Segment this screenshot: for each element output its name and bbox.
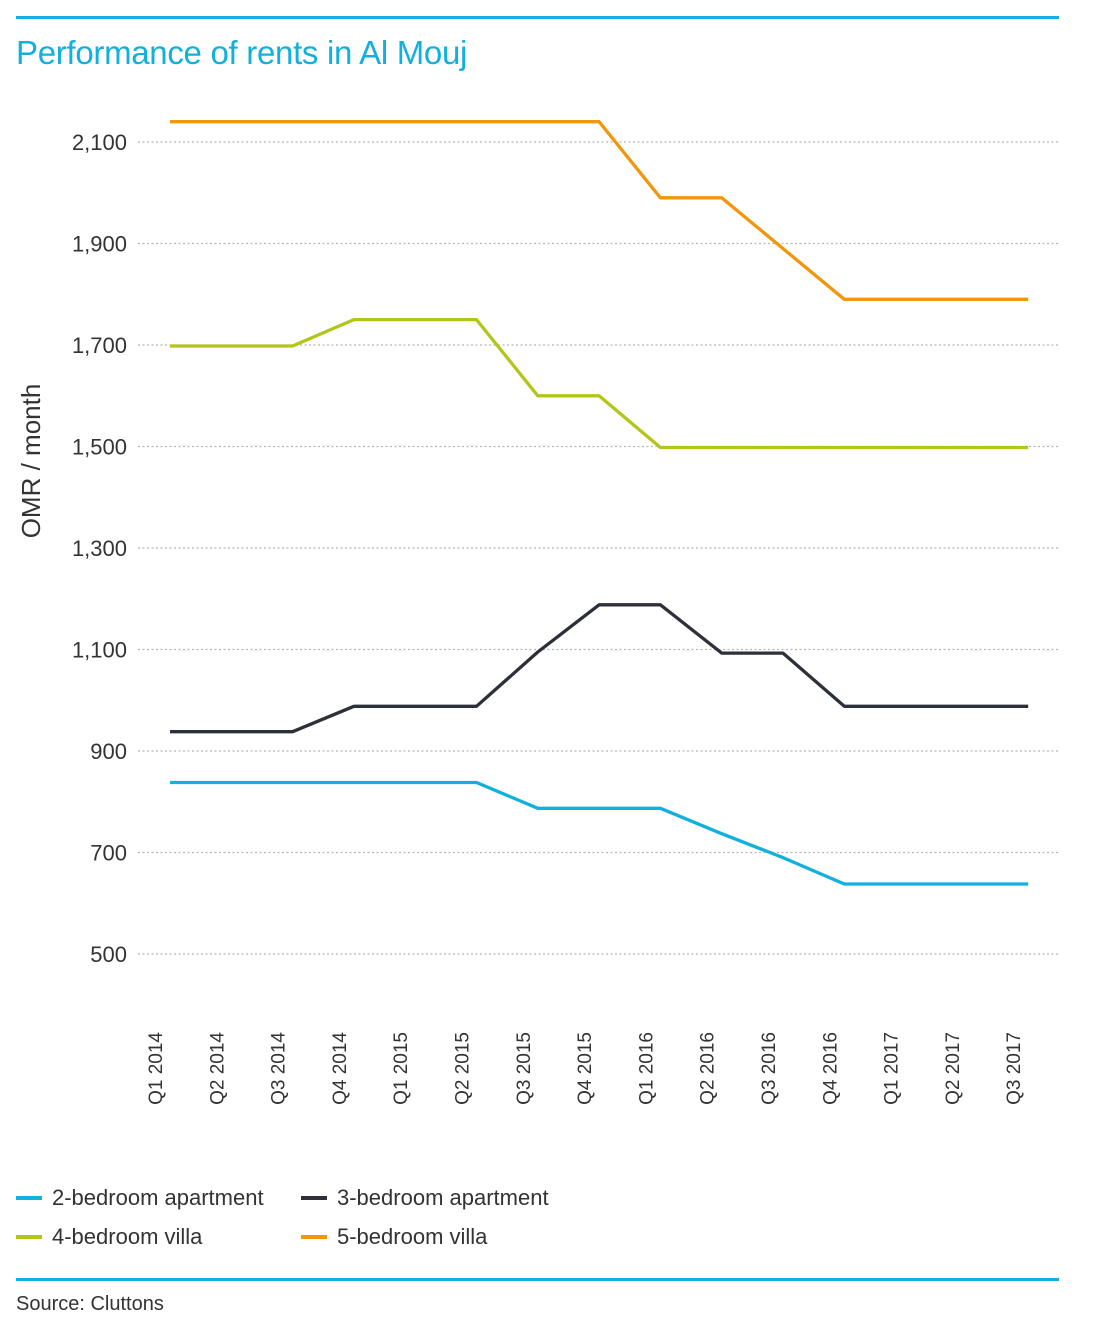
y-tick-label: 1,100 bbox=[72, 638, 127, 663]
x-tick-label: Q1 2014 bbox=[146, 1032, 167, 1105]
legend-swatch-2-bedroom-apartment bbox=[16, 1196, 42, 1200]
x-tick-label: Q2 2014 bbox=[207, 1032, 228, 1105]
y-tick-label: 1,300 bbox=[72, 536, 127, 561]
y-tick-label: 700 bbox=[90, 841, 127, 866]
legend-label-2-bedroom-apartment: 2-bedroom apartment bbox=[52, 1185, 264, 1210]
line-chart: 500 700 900 1,100 1,300 1,500 1,700 1,900 2,100 O… bbox=[16, 120, 1060, 1105]
legend-swatch-3-bedroom-apartment bbox=[301, 1196, 327, 1200]
y-tick-label: 1,700 bbox=[72, 333, 127, 358]
x-tick-label: Q1 2016 bbox=[636, 1032, 657, 1105]
y-tick-label: 1,500 bbox=[72, 435, 127, 460]
x-tick-label: Q2 2015 bbox=[453, 1032, 474, 1105]
y-axis-label: OMR / month bbox=[16, 384, 46, 539]
source-note: Source: Cluttons bbox=[16, 1293, 164, 1315]
x-tick-label: Q1 2017 bbox=[882, 1032, 903, 1105]
x-tick-label: Q4 2014 bbox=[330, 1032, 351, 1105]
x-tick-label: Q3 2015 bbox=[514, 1032, 535, 1105]
x-tick-label: Q4 2015 bbox=[575, 1032, 596, 1105]
y-tick-label: 1,900 bbox=[72, 232, 127, 257]
series-line-3-bedroom-apartment bbox=[170, 603, 1029, 734]
series-line-4-bedroom-villa bbox=[170, 317, 1029, 450]
legend-swatch-4-bedroom-villa bbox=[16, 1235, 42, 1239]
legend-label-5-bedroom-villa: 5-bedroom villa bbox=[337, 1224, 488, 1249]
legend-item-2-bedroom-apartment: 2-bedroom apartment bbox=[16, 1185, 264, 1211]
x-tick-label: Q4 2016 bbox=[820, 1032, 841, 1105]
x-tick-label: Q1 2015 bbox=[391, 1032, 412, 1105]
chart-title: Performance of rents in Al Mouj bbox=[16, 34, 468, 71]
series-line-5-bedroom-villa bbox=[170, 120, 1029, 301]
legend-swatch-5-bedroom-villa bbox=[301, 1235, 327, 1239]
x-tick-label: Q2 2016 bbox=[698, 1032, 719, 1105]
top-rule bbox=[16, 16, 1059, 19]
legend: 2-bedroom apartment 3-bedroom apartment … bbox=[16, 1185, 716, 1265]
y-tick-label: 2,100 bbox=[72, 130, 127, 155]
x-tick-label: Q3 2017 bbox=[1004, 1032, 1025, 1105]
y-tick-label: 500 bbox=[90, 942, 127, 967]
series-line-2-bedroom-apartment bbox=[170, 780, 1029, 886]
legend-item-4-bedroom-villa: 4-bedroom villa bbox=[16, 1224, 202, 1250]
legend-item-5-bedroom-villa: 5-bedroom villa bbox=[301, 1224, 487, 1250]
x-tick-label: Q3 2014 bbox=[269, 1032, 290, 1105]
legend-label-3-bedroom-apartment: 3-bedroom apartment bbox=[337, 1185, 549, 1210]
y-tick-label: 900 bbox=[90, 739, 127, 764]
legend-label-4-bedroom-villa: 4-bedroom villa bbox=[52, 1224, 203, 1249]
legend-item-3-bedroom-apartment: 3-bedroom apartment bbox=[301, 1185, 549, 1211]
x-tick-label: Q3 2016 bbox=[759, 1032, 780, 1105]
x-tick-label: Q2 2017 bbox=[943, 1032, 964, 1105]
bottom-rule bbox=[16, 1278, 1059, 1281]
